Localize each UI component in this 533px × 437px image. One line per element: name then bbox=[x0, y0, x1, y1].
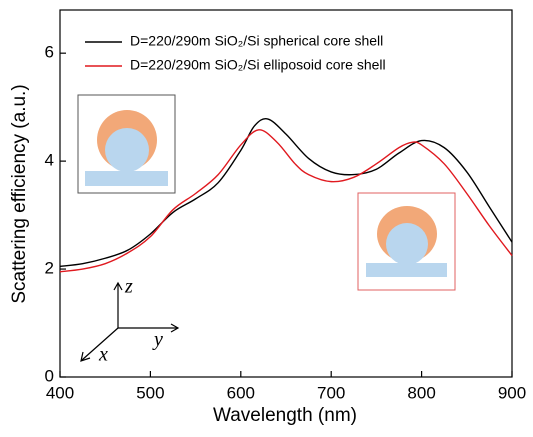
y-tick-label: 2 bbox=[45, 259, 54, 278]
y-tick-label: 4 bbox=[45, 151, 54, 170]
legend-label: D=220/290m SiO₂/Si spherical core shell bbox=[130, 33, 383, 49]
axis-x-label: x bbox=[98, 344, 108, 366]
coordinate-axes bbox=[80, 281, 180, 362]
y-axis-label: Scattering efficiency (a.u.) bbox=[9, 84, 30, 303]
x-tick-label: 500 bbox=[136, 383, 164, 402]
inset-spherical bbox=[77, 94, 176, 194]
x-tick-label: 600 bbox=[227, 383, 255, 402]
inset-ellipsoid bbox=[357, 192, 456, 291]
x-tick-label: 800 bbox=[407, 383, 435, 402]
y-tick-label: 0 bbox=[45, 366, 54, 385]
x-tick-label: 400 bbox=[46, 383, 74, 402]
x-axis-label: Wavelength (nm) bbox=[213, 405, 357, 426]
series-line bbox=[59, 129, 513, 273]
x-tick-label: 900 bbox=[498, 383, 526, 402]
y-tick-label: 6 bbox=[45, 43, 54, 62]
x-tick-label: 700 bbox=[317, 383, 345, 402]
plot-frame bbox=[59, 9, 513, 378]
series-line bbox=[59, 118, 513, 268]
legend-label: D=220/290m SiO₂/Si elliposoid core shell bbox=[130, 57, 386, 73]
axis-z-label: z bbox=[124, 276, 133, 298]
axis-y-label: y bbox=[152, 329, 163, 351]
